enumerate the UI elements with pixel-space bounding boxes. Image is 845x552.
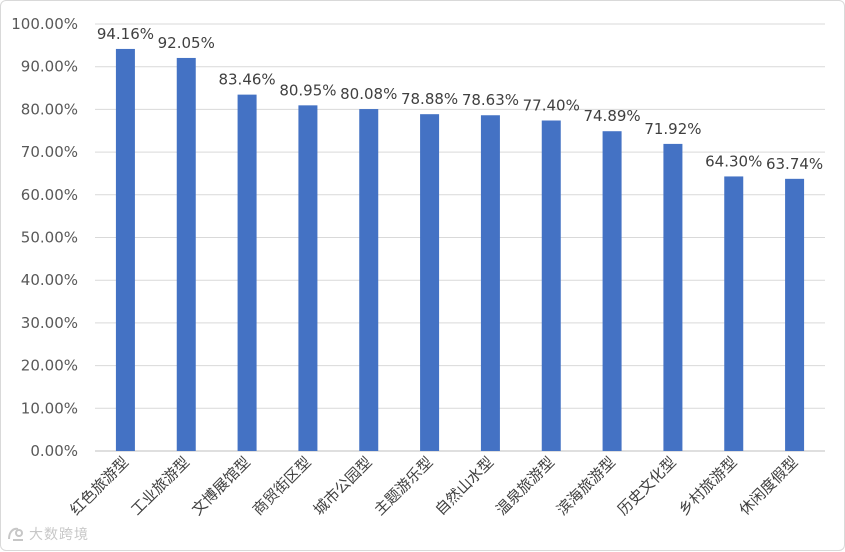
bars [115,48,805,452]
y-tick-label: 70.00% [21,143,78,161]
data-label: 78.63% [462,91,519,109]
data-label: 83.46% [218,71,275,89]
data-label: 92.05% [158,34,215,52]
x-category-label: 主题游乐型 [371,453,437,519]
x-category-label: 工业旅游型 [127,453,193,519]
bar [663,143,683,451]
bar [785,178,805,451]
x-category-label: 休闲度假型 [736,453,802,519]
data-label: 94.16% [97,25,154,43]
watermark: 大数跨境 [6,524,89,544]
data-label: 74.89% [583,107,640,125]
x-category-label: 红色旅游型 [66,453,132,519]
x-category-label: 乡村旅游型 [675,453,741,519]
bar [724,176,744,451]
data-label: 71.92% [644,120,701,138]
bar [359,109,379,451]
y-tick-label: 60.00% [21,186,78,204]
bar [480,115,500,451]
bar [176,57,196,451]
y-tick-label: 10.00% [21,399,78,417]
x-category-label: 温泉旅游型 [492,453,558,519]
data-label: 80.95% [279,81,336,99]
x-category-label: 自然山水型 [431,453,497,519]
y-tick-label: 0.00% [30,442,78,460]
y-tick-label: 80.00% [21,100,78,118]
y-tick-label: 30.00% [21,314,78,332]
x-axis-category-labels: 红色旅游型工业旅游型文博展馆型商贸街区型城市公园型主题游乐型自然山水型温泉旅游型… [66,453,801,519]
y-tick-label: 90.00% [21,58,78,76]
x-category-label: 历史文化型 [614,453,680,519]
data-label: 64.30% [705,152,762,170]
bar [541,120,561,451]
x-category-label: 商贸街区型 [249,453,315,519]
bar [602,131,622,451]
data-label: 63.74% [766,155,823,173]
data-label: 77.40% [523,97,580,115]
data-label: 80.08% [340,85,397,103]
y-tick-label: 50.00% [21,229,78,247]
bar [115,48,135,451]
x-category-label: 城市公园型 [310,453,376,519]
y-tick-label: 100.00% [11,15,78,33]
data-labels: 94.16%92.05% 83.46%80.95% 80.08% 78.88% 78.6… [97,25,823,173]
x-category-label: 文博展馆型 [188,453,254,519]
bar [298,105,318,451]
data-label: 78.88% [401,90,458,108]
watermark-text: 大数跨境 [29,527,89,543]
gridlines [95,23,825,452]
y-tick-label: 20.00% [21,357,78,375]
y-tick-label: 40.00% [21,271,78,289]
watermark-logo-icon [8,527,23,541]
x-category-label: 滨海旅游型 [553,453,619,519]
bar [420,114,440,451]
bar [237,94,257,452]
y-axis-tick-labels: 0.00% 10.00% 20.00% 30.00% 40.00% 50.00% 60.00… [11,15,78,460]
